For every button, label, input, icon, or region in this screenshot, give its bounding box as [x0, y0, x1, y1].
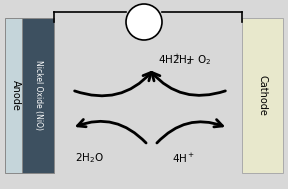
- Bar: [22, 18, 54, 173]
- Text: 2H$_2$O: 2H$_2$O: [75, 151, 104, 165]
- Text: 4H$^+$: 4H$^+$: [172, 151, 195, 165]
- Circle shape: [126, 4, 162, 40]
- Text: Nickel Oxide (NiO): Nickel Oxide (NiO): [33, 60, 43, 130]
- Bar: [5, 18, 27, 173]
- Text: 2H$_2$: 2H$_2$: [172, 53, 192, 67]
- Text: Cathode: Cathode: [257, 75, 267, 115]
- Text: 4H$^+$ + O$_2$: 4H$^+$ + O$_2$: [158, 53, 211, 67]
- Bar: [242, 18, 283, 173]
- Text: Anode: Anode: [11, 80, 21, 110]
